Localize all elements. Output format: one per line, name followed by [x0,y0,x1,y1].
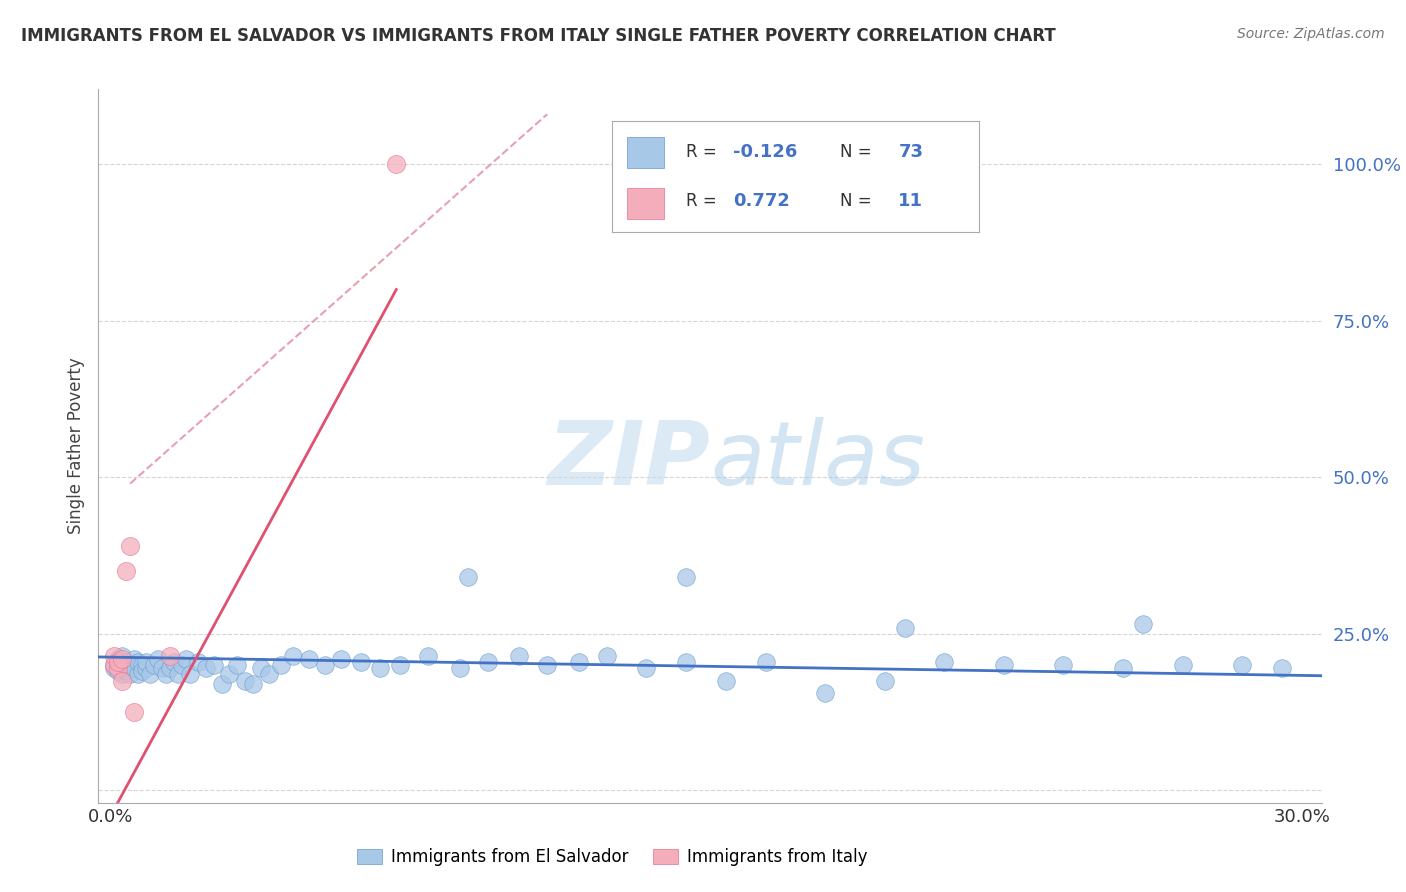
Y-axis label: Single Father Poverty: Single Father Poverty [66,358,84,534]
Legend: Immigrants from El Salvador, Immigrants from Italy: Immigrants from El Salvador, Immigrants … [350,842,873,873]
Point [155,667,177,681]
Point [163,655,186,669]
Point [115,665,138,679]
Point [1232,658,1254,673]
Point [449,661,471,675]
Text: ZIP: ZIP [547,417,710,504]
Point [893,621,915,635]
Point [416,648,439,663]
Point [131,665,153,679]
Point [636,661,658,675]
Point [111,667,134,681]
Point [122,661,145,675]
Point [1132,617,1154,632]
Point [1112,661,1135,675]
Point [281,648,304,663]
Point [111,648,134,663]
Point [934,655,956,669]
Point [111,658,134,673]
Point [127,667,149,681]
Point [349,655,371,669]
Point [107,665,129,679]
Point [755,655,778,669]
Point [250,661,273,675]
Point [107,655,129,669]
Point [675,655,697,669]
Point [115,661,138,675]
Point [596,648,619,663]
Point [146,652,169,666]
Point [159,648,181,663]
Point [218,667,240,681]
Point [111,673,134,688]
Point [122,652,145,666]
Point [242,677,264,691]
Point [120,539,142,553]
Point [385,157,408,171]
Point [131,658,153,673]
Point [135,655,157,669]
Point [1271,661,1294,675]
Point [111,652,134,666]
Point [103,658,125,673]
Point [568,655,591,669]
Point [536,658,558,673]
Point [107,661,129,675]
Text: Source: ZipAtlas.com: Source: ZipAtlas.com [1237,27,1385,41]
Text: IMMIGRANTS FROM EL SALVADOR VS IMMIGRANTS FROM ITALY SINGLE FATHER POVERTY CORRE: IMMIGRANTS FROM EL SALVADOR VS IMMIGRANT… [21,27,1056,45]
Point [873,673,896,688]
Point [257,667,280,681]
Point [298,652,321,666]
Point [370,661,392,675]
Point [120,658,142,673]
Point [1171,658,1194,673]
Point [170,658,193,673]
Point [194,661,217,675]
Point [166,667,188,681]
Point [202,658,225,673]
Point [135,661,157,675]
Point [115,564,138,578]
Point [179,667,201,681]
Point [122,705,145,719]
Point [107,652,129,666]
Point [329,652,352,666]
Point [508,648,530,663]
Text: atlas: atlas [710,417,925,503]
Point [120,667,142,681]
Point [150,661,173,675]
Point [103,658,125,673]
Point [389,658,412,673]
Point [103,661,125,675]
Point [174,652,197,666]
Point [103,648,125,663]
Point [211,677,233,691]
Point [139,667,162,681]
Point [270,658,292,673]
Point [714,673,737,688]
Point [314,658,336,673]
Point [457,570,479,584]
Point [993,658,1015,673]
Point [814,686,837,700]
Point [235,673,257,688]
Point [226,658,249,673]
Point [1052,658,1074,673]
Point [115,655,138,669]
Point [187,655,209,669]
Point [675,570,697,584]
Point [127,655,149,669]
Point [477,655,499,669]
Point [143,658,166,673]
Point [159,661,181,675]
